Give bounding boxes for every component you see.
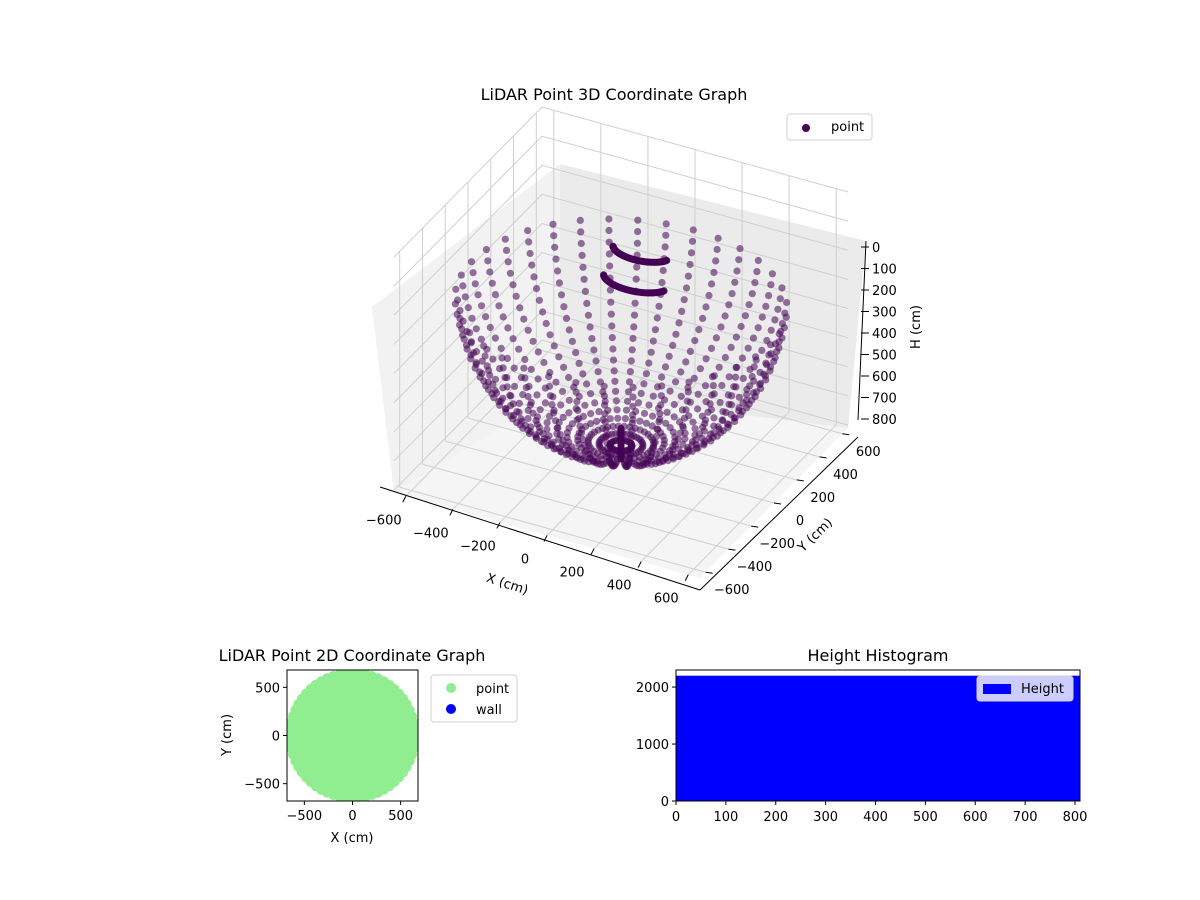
svg-text:−400: −400 <box>413 526 449 541</box>
svg-text:200: 200 <box>560 566 585 581</box>
legend-label-point: point <box>476 682 509 697</box>
svg-text:400: 400 <box>872 327 897 342</box>
legend-label-wall: wall <box>476 703 502 718</box>
legend-point-marker-icon <box>802 124 810 132</box>
ticks-2d: −500 −500 0 0 500 500 <box>244 681 413 824</box>
svg-text:800: 800 <box>872 413 897 428</box>
svg-text:600: 600 <box>872 370 897 385</box>
svg-text:−200: −200 <box>460 539 496 554</box>
svg-text:700: 700 <box>872 392 897 407</box>
legend-label-point: point <box>831 120 864 135</box>
legend-2d: point wall <box>430 674 518 723</box>
chart-3d-title: LiDAR Point 3D Coordinate Graph <box>481 85 748 104</box>
svg-text:0: 0 <box>796 514 804 529</box>
svg-text:200: 200 <box>872 284 897 299</box>
chart-histogram: Height Histogram 0 100 200 300 400 500 600 700 8… <box>636 646 1088 825</box>
y-axis-label-2d: Y (cm) <box>220 714 235 757</box>
svg-text:600: 600 <box>654 592 679 607</box>
z-axis-line <box>857 240 867 421</box>
svg-text:100: 100 <box>872 263 897 278</box>
svg-text:500: 500 <box>255 681 280 696</box>
legend-wall-marker-icon <box>446 704 456 714</box>
chart-3d: LiDAR Point 3D Coordinate Graph −600 −600… <box>366 85 924 607</box>
svg-text:100: 100 <box>713 810 738 825</box>
legend-label-height: Height <box>1021 682 1064 697</box>
y-axis-line <box>699 436 859 591</box>
z-axis-label: H (cm) <box>909 305 924 349</box>
svg-text:700: 700 <box>1013 810 1038 825</box>
svg-text:800: 800 <box>1063 810 1088 825</box>
svg-text:1000: 1000 <box>636 738 669 753</box>
svg-text:600: 600 <box>856 445 881 460</box>
svg-text:400: 400 <box>607 579 632 594</box>
svg-text:200: 200 <box>763 810 788 825</box>
plot-frame-hist <box>675 669 1081 802</box>
svg-text:200: 200 <box>810 491 835 506</box>
svg-text:500: 500 <box>913 810 938 825</box>
chart-2d-title: LiDAR Point 2D Coordinate Graph <box>219 646 486 665</box>
svg-text:−400: −400 <box>737 560 773 575</box>
svg-text:2000: 2000 <box>636 681 669 696</box>
x-axis-line <box>379 486 701 591</box>
svg-text:600: 600 <box>963 810 988 825</box>
point-cloud-3d <box>451 215 791 471</box>
svg-text:−200: −200 <box>759 537 795 552</box>
svg-text:300: 300 <box>813 810 838 825</box>
pane-floor <box>394 392 848 578</box>
svg-text:−500: −500 <box>286 809 322 824</box>
svg-text:0: 0 <box>521 553 529 568</box>
svg-text:400: 400 <box>833 468 858 483</box>
legend-height-swatch-icon <box>983 684 1011 694</box>
legend-histogram: Height <box>976 675 1074 702</box>
svg-text:−600: −600 <box>714 583 750 598</box>
ticks-3d: −600−600−400−400−200 −2000020020040040060… <box>366 241 897 607</box>
histogram-title: Height Histogram <box>808 646 949 665</box>
svg-text:0: 0 <box>872 241 880 256</box>
svg-text:400: 400 <box>863 810 888 825</box>
svg-text:0: 0 <box>672 810 680 825</box>
x-axis-label-2d: X (cm) <box>331 831 374 846</box>
chart-2d: LiDAR Point 2D Coordinate Graph −500−500… <box>219 646 518 846</box>
x-axis-label: X (cm) <box>484 571 530 599</box>
legend-point-marker-icon <box>446 683 456 693</box>
point-cloud-2d <box>287 670 418 801</box>
svg-text:−500: −500 <box>244 778 280 793</box>
svg-text:500: 500 <box>872 349 897 364</box>
svg-text:0: 0 <box>348 809 356 824</box>
svg-text:500: 500 <box>388 809 413 824</box>
legend-3d: point <box>786 113 873 141</box>
ticks-histogram: 0 100 200 300 400 500 600 700 800 0 1000 2000 <box>636 681 1088 825</box>
svg-text:300: 300 <box>872 306 897 321</box>
svg-text:0: 0 <box>661 795 669 810</box>
svg-text:−600: −600 <box>366 513 402 528</box>
svg-text:0: 0 <box>272 730 280 745</box>
